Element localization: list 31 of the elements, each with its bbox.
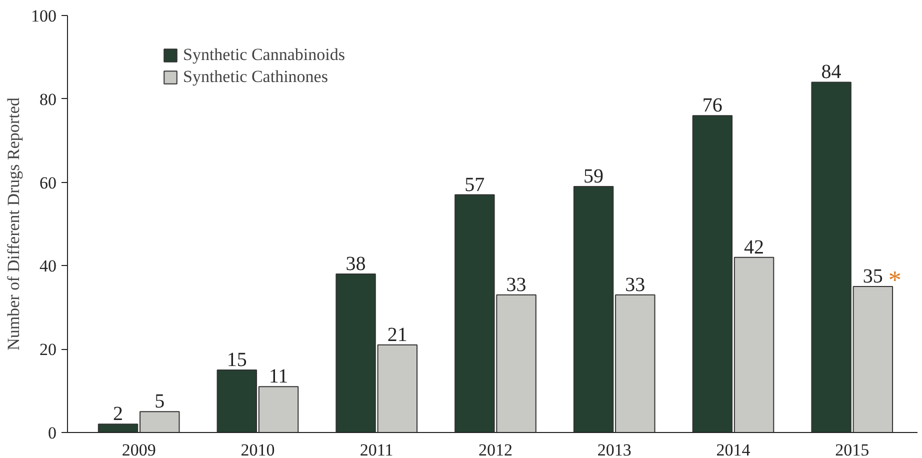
y-tick-label: 80 <box>40 90 56 109</box>
y-tick-label: 0 <box>48 424 56 442</box>
data-label: 21 <box>387 324 408 346</box>
data-label: 11 <box>268 366 288 388</box>
annotation: * <box>888 266 902 295</box>
y-axis-title: Number of Different Drugs Reported <box>4 97 23 350</box>
legend-label: Synthetic Cannabinoids <box>183 45 345 65</box>
x-tick-label: 2014 <box>716 440 751 458</box>
y-tick-label: 40 <box>40 256 56 276</box>
y-tick-label: 100 <box>31 6 56 26</box>
data-label: 15 <box>226 348 247 371</box>
x-tick-label: 2015 <box>835 440 870 458</box>
data-label: 59 <box>584 165 604 188</box>
x-tick-label: 2013 <box>597 440 632 458</box>
data-label: 42 <box>744 236 764 258</box>
x-tick-label: 2012 <box>478 440 512 458</box>
data-label: 76 <box>702 94 722 117</box>
y-tick-label: 60 <box>40 173 56 192</box>
data-label: 57 <box>464 174 485 196</box>
data-label: 2 <box>113 403 124 426</box>
x-tick-label: 2011 <box>360 440 394 458</box>
x-tick-label: 2010 <box>240 440 275 458</box>
legend-label: Synthetic Cathinones <box>183 67 328 87</box>
data-label: 33 <box>506 274 526 296</box>
data-label: 33 <box>625 274 646 296</box>
data-label: 84 <box>821 61 842 84</box>
data-label: 5 <box>154 390 165 413</box>
data-label: 38 <box>346 253 366 276</box>
x-tick-label: 2009 <box>122 440 156 458</box>
data-label: 35 <box>862 266 883 288</box>
y-tick-label: 20 <box>40 340 56 360</box>
